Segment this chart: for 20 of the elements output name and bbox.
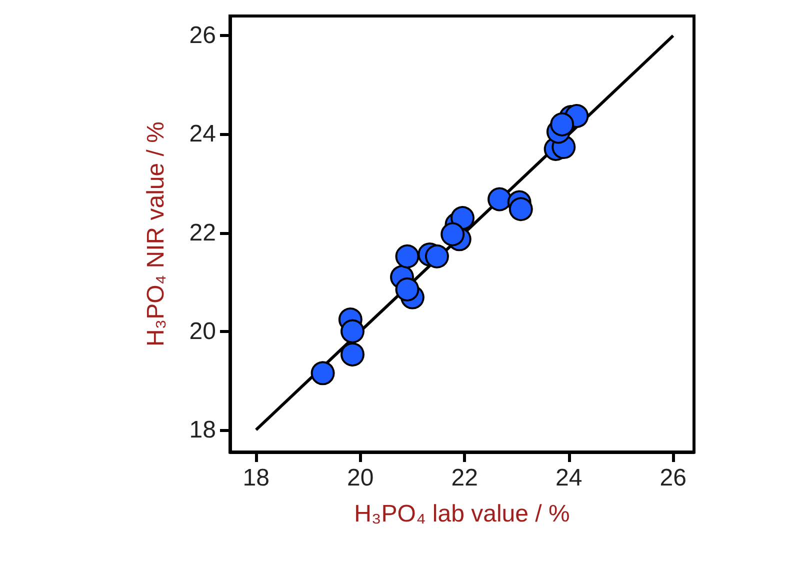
- point: [340, 342, 365, 366]
- point: [488, 187, 512, 212]
- point: [508, 197, 533, 222]
- y-tick-label: 22: [189, 219, 216, 246]
- x-tick-label: 18: [242, 464, 270, 492]
- point: [340, 319, 365, 344]
- y-tick-label: 24: [189, 120, 216, 148]
- x-tick-label: 20: [346, 464, 374, 492]
- point: [310, 361, 335, 386]
- x-tick-label: 22: [451, 464, 478, 492]
- y-axis-title: H₃PO₄ NIR value / %: [142, 122, 170, 346]
- point: [425, 244, 449, 268]
- x-tick-label: 26: [660, 464, 686, 492]
- x-axis-title: H₃PO₄ lab value / %: [354, 500, 570, 528]
- y-tick-label: 20: [189, 318, 216, 345]
- y-tick-label: 18: [189, 416, 216, 444]
- point: [395, 277, 420, 302]
- x-tick-label: 24: [556, 464, 582, 492]
- y-tick-label: 26: [189, 22, 216, 50]
- point: [395, 244, 420, 268]
